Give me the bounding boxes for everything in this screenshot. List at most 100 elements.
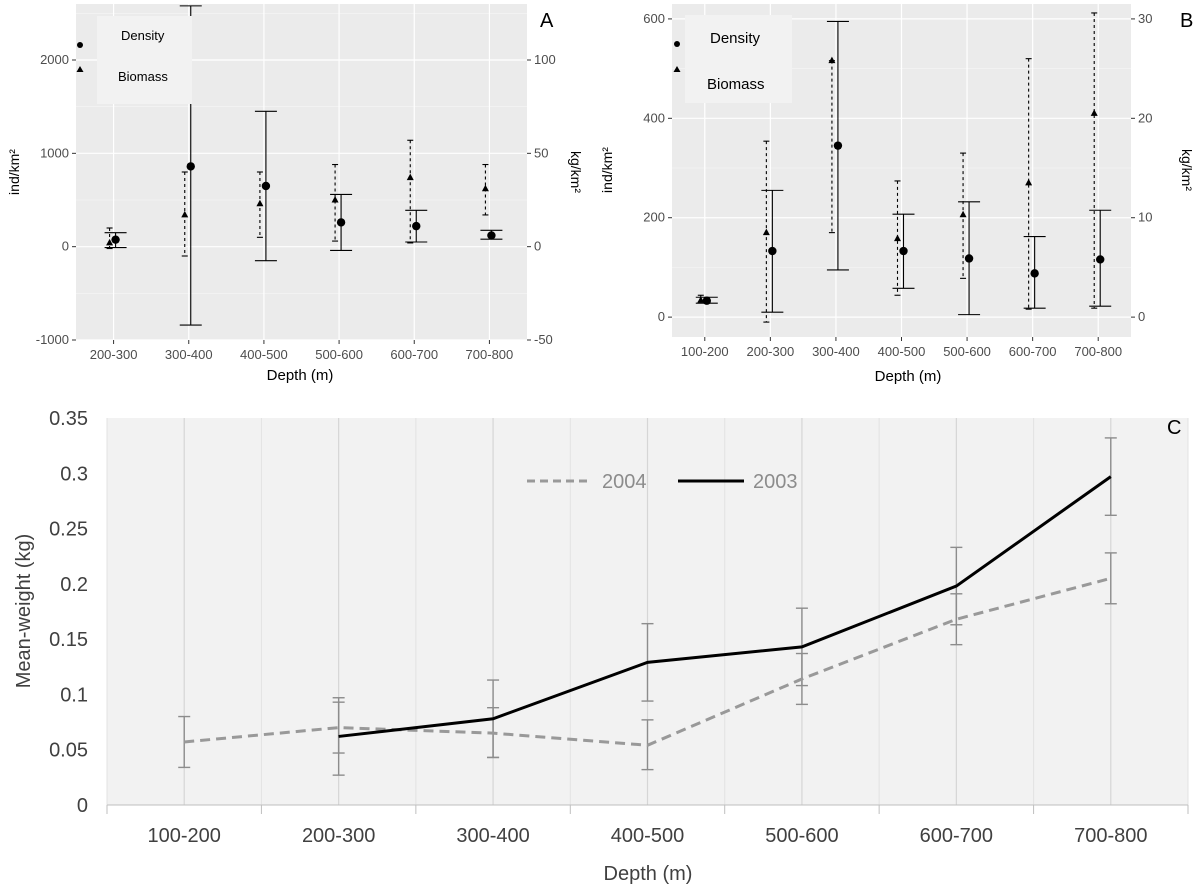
a-density-point bbox=[336, 218, 346, 227]
b-x-tick-label-200-300: 200-300 bbox=[746, 344, 794, 359]
b-biomass-point bbox=[1025, 178, 1033, 186]
b-left-tick-label: 600 bbox=[643, 11, 665, 26]
panel-a-x-ticks: 200-300 300-400 400-500 500-600 600-700 700-8… bbox=[90, 340, 514, 362]
b-x-tick-label-500-600: 500-600 bbox=[943, 344, 991, 359]
panel-c-marks bbox=[178, 437, 1117, 776]
c-y-tick-label: 0 bbox=[77, 795, 88, 817]
panel-a-right-ticks: -50 0 50 100 bbox=[527, 52, 556, 347]
c-x-tick-label-600-700: 600-700 bbox=[920, 825, 993, 847]
panel-b-legend-biomass-marker bbox=[673, 66, 681, 72]
panel-a-marks bbox=[104, 5, 503, 326]
panel-a-legend-biomass-label: Biomass bbox=[118, 69, 168, 84]
a-left-tick-label: 1000 bbox=[40, 145, 69, 160]
b-right-tick-label: 20 bbox=[1138, 110, 1152, 125]
panel-a-y-axis-right-title: kg/km² bbox=[568, 151, 584, 193]
b-left-tick-label: 200 bbox=[643, 210, 665, 225]
panel-b-right-ticks: 0 10 20 30 bbox=[1131, 11, 1152, 324]
panel-a-x-axis-title: Depth (m) bbox=[267, 367, 334, 384]
b-density-point bbox=[833, 141, 843, 150]
a-density-point bbox=[412, 221, 421, 231]
c-y-tick-label: 0.1 bbox=[60, 684, 88, 706]
a-x-tick-label-200-300: 200-300 bbox=[90, 347, 138, 362]
a-density-point bbox=[487, 231, 496, 240]
panel-b-y-axis-left-title: ind/km² bbox=[599, 147, 615, 193]
a-x-tick-label-400-500: 400-500 bbox=[240, 347, 288, 362]
panel-c: 0 0.05 0.1 0.15 0.2 0.25 0.3 0.35 100-200 200-30… bbox=[13, 408, 1189, 885]
b-biomass-point bbox=[894, 234, 901, 242]
b-x-tick-label-400-500: 400-500 bbox=[878, 344, 926, 359]
c-x-tick-label-300-400: 300-400 bbox=[456, 825, 529, 847]
a-biomass-point bbox=[256, 199, 264, 207]
panel-b-legend-biomass-label: Biomass bbox=[707, 76, 765, 93]
a-biomass-point bbox=[406, 173, 414, 181]
panel-c-y-axis-title: Mean-weight (kg) bbox=[13, 534, 35, 689]
panel-a-legend: Density Biomass bbox=[76, 28, 168, 84]
a-right-tick-label: 100 bbox=[534, 52, 556, 67]
panel-a-left-ticks: -1000 0 1000 2000 bbox=[36, 52, 76, 347]
c-y-tick-label: 0.25 bbox=[49, 519, 88, 541]
panel-c-legend-2003-label: 2003 bbox=[753, 471, 798, 493]
panel-a-y-axis-left-title: ind/km² bbox=[6, 149, 22, 195]
panel-c-y-ticks: 0 0.05 0.1 0.15 0.2 0.25 0.3 0.35 bbox=[49, 408, 88, 817]
panel-b-x-ticks: 100-200 200-300 300-400 400-500 500-600 600-7… bbox=[681, 337, 1122, 359]
a-x-tick-label-300-400: 300-400 bbox=[165, 347, 213, 362]
b-x-tick-label-300-400: 300-400 bbox=[812, 344, 860, 359]
a-x-tick-label-600-700: 600-700 bbox=[390, 347, 438, 362]
c-series-2004-line bbox=[184, 576, 1112, 747]
b-x-tick-label-700-800: 700-800 bbox=[1074, 344, 1122, 359]
c-x-tick-label-100-200: 100-200 bbox=[148, 825, 221, 847]
panel-b-legend: Density Biomass bbox=[673, 30, 765, 93]
b-density-point bbox=[702, 296, 711, 305]
panel-c-letter: C bbox=[1167, 417, 1181, 439]
a-left-tick-label: 2000 bbox=[40, 52, 69, 67]
panel-c-legend: 2004 2003 bbox=[527, 471, 798, 493]
a-biomass-point bbox=[481, 184, 489, 192]
panel-b-legend-box bbox=[685, 15, 792, 103]
panel-b: 0 200 400 600 0 10 20 30 100-200 200-300 300-400… bbox=[599, 4, 1195, 385]
b-right-tick-label: 0 bbox=[1138, 309, 1145, 324]
b-biomass-point bbox=[762, 228, 770, 236]
panel-c-legend-2004-label: 2004 bbox=[602, 471, 647, 493]
b-biomass-point bbox=[828, 56, 836, 64]
panel-a: -1000 0 1000 2000 -50 0 50 100 200-300 300-400 4… bbox=[6, 4, 584, 384]
b-right-tick-label: 10 bbox=[1138, 210, 1152, 225]
panel-b-legend-density-label: Density bbox=[710, 30, 761, 47]
c-y-tick-label: 0.35 bbox=[49, 408, 88, 430]
a-right-tick-label: 0 bbox=[534, 239, 541, 254]
panel-b-y-axis-right-title: kg/km² bbox=[1179, 149, 1195, 191]
panel-b-left-ticks: 0 200 400 600 bbox=[643, 11, 672, 324]
b-x-tick-label-600-700: 600-700 bbox=[1009, 344, 1057, 359]
a-right-tick-label: -50 bbox=[534, 332, 553, 347]
b-left-tick-label: 400 bbox=[643, 110, 665, 125]
a-x-tick-label-500-600: 500-600 bbox=[315, 347, 363, 362]
b-density-point bbox=[1096, 255, 1105, 264]
a-biomass-point bbox=[181, 210, 189, 218]
panel-a-legend-box bbox=[97, 16, 192, 104]
a-right-tick-label: 50 bbox=[534, 145, 548, 160]
panel-b-legend-density-marker bbox=[674, 41, 680, 47]
c-x-tick-label-500-600: 500-600 bbox=[765, 825, 838, 847]
a-x-tick-label-700-800: 700-800 bbox=[466, 347, 514, 362]
panel-c-x-axis-title: Depth (m) bbox=[604, 863, 693, 885]
a-biomass-point bbox=[106, 238, 114, 246]
panel-c-x-ticks: 100-200 200-300 300-400 400-500 500-600 600-7… bbox=[106, 805, 1189, 847]
a-density-point bbox=[186, 162, 195, 171]
panel-b-x-axis-title: Depth (m) bbox=[875, 368, 942, 385]
b-right-tick-label: 30 bbox=[1138, 11, 1152, 26]
a-biomass-point bbox=[331, 196, 339, 203]
a-left-tick-label: 0 bbox=[62, 239, 69, 254]
a-density-point bbox=[261, 181, 271, 191]
panel-a-legend-density-marker bbox=[77, 42, 83, 48]
panel-a-legend-density-label: Density bbox=[121, 28, 165, 43]
panel-b-marks bbox=[695, 12, 1112, 323]
b-density-point bbox=[1030, 269, 1039, 278]
c-x-tick-label-200-300: 200-300 bbox=[302, 825, 375, 847]
panel-a-letter: A bbox=[540, 10, 554, 32]
b-left-tick-label: 0 bbox=[658, 309, 665, 324]
c-y-tick-label: 0.3 bbox=[60, 463, 88, 485]
panel-b-letter: B bbox=[1180, 10, 1193, 32]
c-y-tick-label: 0.15 bbox=[49, 629, 88, 651]
a-left-tick-label: -1000 bbox=[36, 332, 69, 347]
b-density-point bbox=[899, 246, 908, 256]
